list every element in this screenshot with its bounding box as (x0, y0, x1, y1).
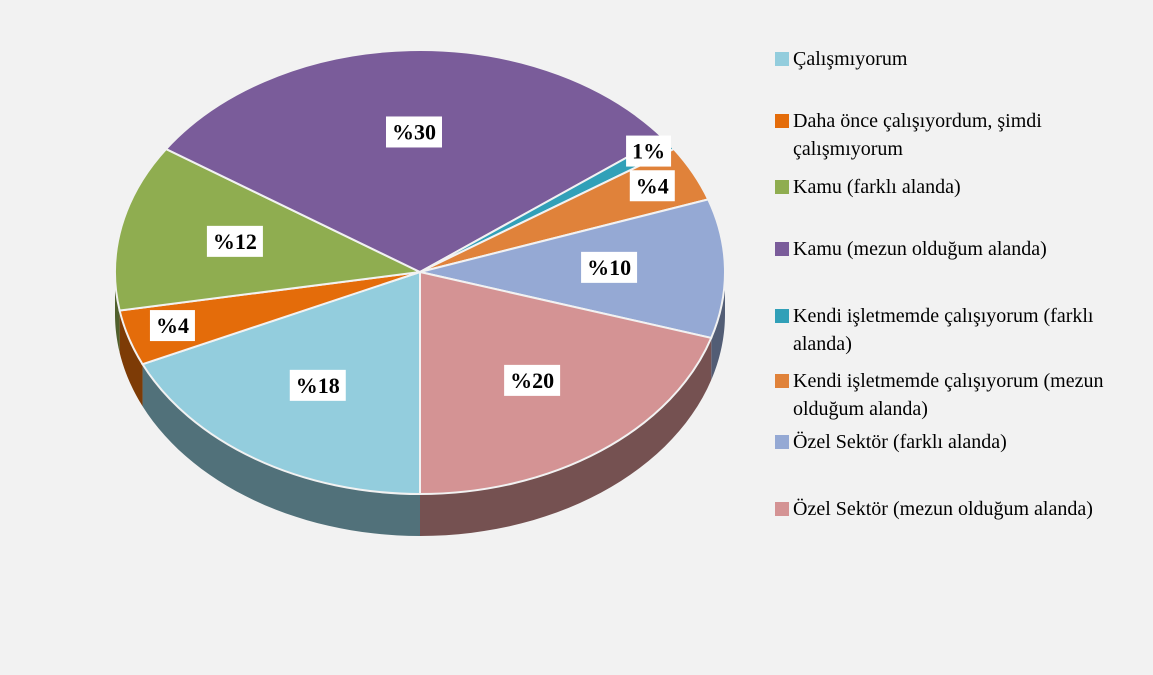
legend-swatch (775, 242, 789, 256)
legend-swatch (775, 309, 789, 323)
legend-label: Özel Sektör (mezun olduğum alanda) (793, 498, 1093, 520)
legend-label: Özel Sektör (farklı alanda) (793, 431, 1007, 453)
legend-item: Özel Sektör (mezun olduğum alanda) (775, 495, 1135, 523)
data-label: %4 (636, 173, 669, 198)
data-label-box (626, 135, 672, 167)
legend-swatch (775, 502, 789, 516)
data-label-box (581, 251, 638, 283)
pie-slice (419, 270, 713, 496)
legend-item: Kamu (mezun olduğum alanda) (775, 235, 1135, 263)
pie-side (142, 364, 420, 536)
data-label: 1% (632, 139, 665, 164)
pie-side (711, 272, 725, 380)
data-label: %18 (296, 373, 340, 398)
pie-slice (141, 270, 421, 496)
legend-swatch (775, 435, 789, 449)
data-label: %30 (392, 119, 436, 144)
legend-item: Özel Sektör (farklı alanda) (775, 428, 1135, 456)
legend-item: Kendi işletmemde çalışıyorum (farklı ala… (775, 302, 1135, 358)
legend-item: Daha önce çalışıyordum, şimdi çalışmıyor… (775, 107, 1135, 163)
data-label: %20 (510, 368, 554, 393)
data-label-box (206, 225, 263, 257)
legend-swatch (775, 180, 789, 194)
legend-label: Kendi işletmemde çalışıyorum (farklı ala… (793, 305, 1094, 355)
legend-label: Daha önce çalışıyordum, şimdi çalışmıyor… (793, 110, 1042, 160)
legend-label: Kamu (farklı alanda) (793, 176, 961, 198)
pie-slice (419, 198, 726, 340)
data-label-box (504, 364, 561, 396)
legend-swatch (775, 52, 789, 66)
pie-side (119, 310, 143, 407)
legend-item: Kamu (farklı alanda) (775, 173, 1135, 201)
pie-side (420, 337, 712, 536)
legend-item: Çalışmıyorum (775, 45, 1135, 73)
data-label-box (629, 170, 675, 202)
pie-slice (164, 49, 665, 274)
legend-swatch (775, 374, 789, 388)
legend-label: Kendi işletmemde çalışıyorum (mezun oldu… (793, 370, 1104, 420)
legend-swatch (775, 114, 789, 128)
legend-item: Kendi işletmemde çalışıyorum (mezun oldu… (775, 367, 1135, 423)
legend-label: Çalışmıyorum (793, 48, 908, 70)
data-label: %12 (213, 229, 257, 254)
pie-slice (114, 147, 424, 312)
data-label: %10 (587, 255, 631, 280)
data-label-box (386, 116, 443, 148)
data-label-box (289, 369, 346, 401)
data-label-box (149, 310, 195, 342)
legend-label: Kamu (mezun olduğum alanda) (793, 238, 1047, 260)
data-label: %4 (156, 313, 189, 338)
